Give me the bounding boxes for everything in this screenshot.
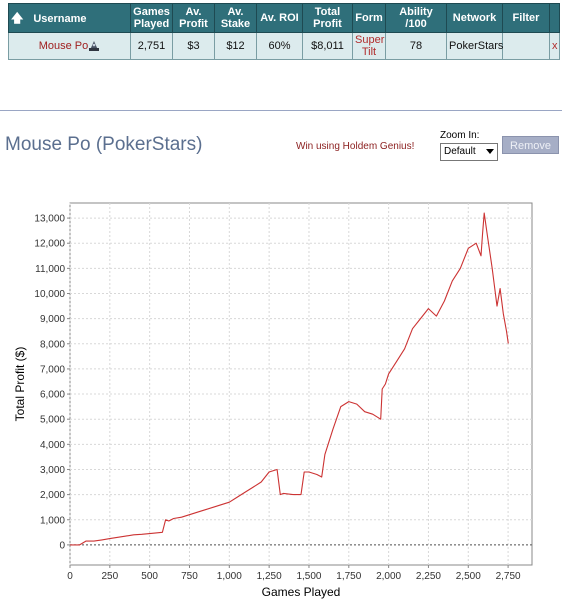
profit-line — [70, 212, 509, 546]
y-tick-label: 10,000 — [34, 289, 65, 300]
y-tick-label: 0 — [59, 540, 65, 551]
y-tick-label: 9,000 — [40, 314, 65, 325]
promo-link[interactable]: Win using Holdem Genius! — [296, 141, 415, 152]
plot-area — [69, 202, 533, 566]
column-header-av-roi[interactable]: Av. ROI — [256, 3, 303, 33]
column-header-username[interactable]: 🡅 Username — [8, 3, 131, 33]
column-header-form[interactable]: Form — [352, 3, 386, 33]
remove-row-link[interactable]: x — [552, 40, 558, 52]
x-tick-label: 0 — [67, 571, 73, 582]
column-header-av-profit[interactable]: Av. Profit — [172, 3, 215, 33]
column-header-username-label: Username — [33, 12, 87, 25]
player-stats-table: 🡅 Username Games Played Av. Profit Av. St… — [8, 3, 560, 60]
section-divider — [0, 110, 562, 111]
cell-av-profit: $3 — [172, 32, 215, 60]
cell-av-stake: $12 — [214, 32, 257, 60]
column-header-filter[interactable]: Filter — [502, 3, 550, 33]
zoom-label: Zoom In: — [440, 130, 480, 141]
zoom-select-value: Default — [444, 146, 476, 157]
column-header-network[interactable]: Network — [446, 3, 503, 33]
y-tick-label: 8,000 — [40, 339, 65, 350]
x-tick-label: 1,500 — [296, 571, 321, 582]
x-axis-title: Games Played — [262, 585, 341, 599]
username-link[interactable]: Mouse Po — [38, 40, 89, 52]
bot-icon — [89, 41, 100, 51]
cell-games-played: 2,751 — [130, 32, 173, 60]
y-tick-label: 13,000 — [34, 214, 65, 225]
y-tick-label: 2,000 — [40, 490, 65, 501]
cell-network: PokerStars — [446, 32, 503, 60]
profit-chart: 0 1,000 2,000 3,000 4,000 5,000 6,000 7,000 8,00… — [13, 202, 533, 599]
cell-total-profit: $8,011 — [302, 32, 353, 60]
x-tick-label: 2,000 — [376, 571, 401, 582]
cell-username: Mouse Po — [8, 32, 131, 60]
y-tick-label: 6,000 — [40, 390, 65, 401]
cell-ability: 78 — [385, 32, 447, 60]
cell-remove: x — [549, 32, 560, 60]
x-tick-label: 2,750 — [496, 571, 521, 582]
remove-button[interactable]: Remove — [502, 136, 559, 154]
x-tick-label: 1,750 — [336, 571, 361, 582]
form-link[interactable]: Super Tilt — [355, 34, 385, 58]
table-header-row: 🡅 Username Games Played Av. Profit Av. St… — [8, 3, 560, 33]
column-header-ability[interactable]: Ability /100 — [385, 3, 447, 33]
chevron-down-icon — [486, 149, 494, 154]
x-tick-label: 500 — [141, 571, 158, 582]
cell-form: Super Tilt — [352, 32, 386, 60]
y-tick-label: 12,000 — [34, 239, 65, 250]
x-tick-label: 1,250 — [257, 571, 282, 582]
x-tick-label: 2,500 — [456, 571, 481, 582]
x-tick-label: 750 — [181, 571, 198, 582]
column-header-spacer — [549, 3, 560, 33]
y-tick-label: 1,000 — [40, 515, 65, 526]
x-tick-label: 1,000 — [217, 571, 242, 582]
table-row: Mouse Po 2,751 $3 $12 60% $8,011 Super T… — [8, 32, 560, 60]
y-tick-label: 7,000 — [40, 364, 65, 375]
x-tick-label: 2,250 — [416, 571, 441, 582]
x-tick-label: 250 — [101, 571, 118, 582]
column-header-total-profit[interactable]: Total Profit — [302, 3, 353, 33]
y-tick-label: 3,000 — [40, 465, 65, 476]
column-header-games-played[interactable]: Games Played — [130, 3, 173, 33]
y-tick-label: 4,000 — [40, 440, 65, 451]
y-axis-title: Total Profit ($) — [13, 347, 27, 422]
column-header-av-stake[interactable]: Av. Stake — [214, 3, 257, 33]
up-arrow-icon[interactable]: 🡅 — [11, 10, 24, 25]
cell-av-roi: 60% — [256, 32, 303, 60]
cell-filter[interactable] — [502, 32, 550, 60]
y-tick-label: 5,000 — [40, 415, 65, 426]
page-title: Mouse Po (PokerStars) — [5, 134, 203, 155]
zoom-select[interactable]: Default — [440, 143, 498, 161]
y-tick-label: 11,000 — [35, 264, 65, 275]
